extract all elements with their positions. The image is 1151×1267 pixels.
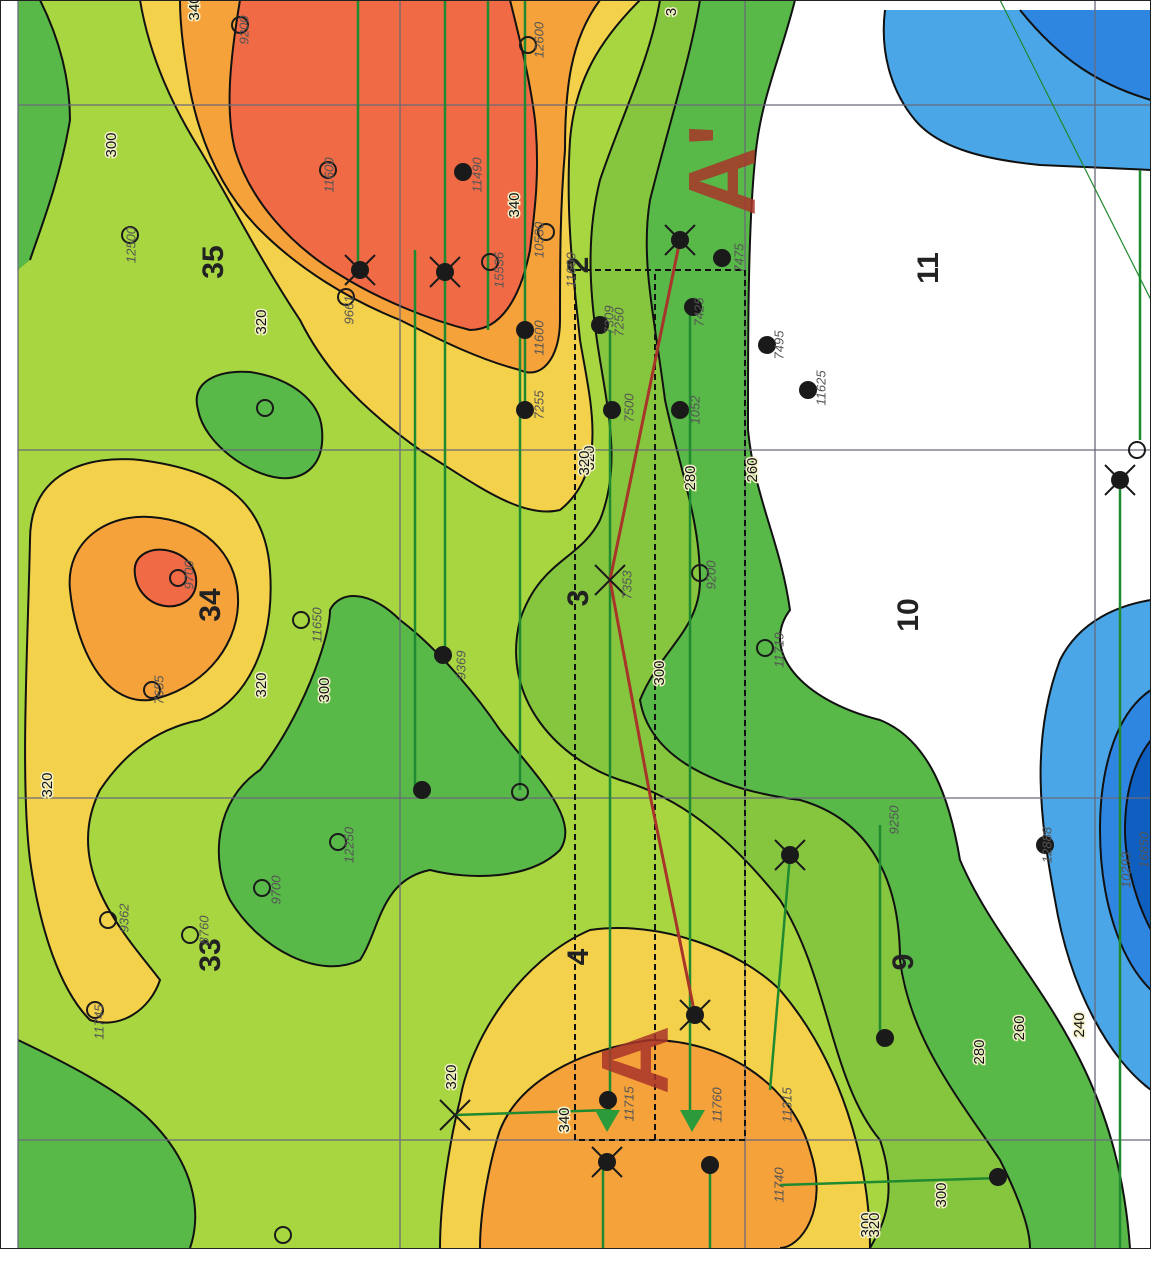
contour-value-label: 340 (556, 1107, 573, 1132)
contour-value-label: 320 (39, 772, 56, 797)
well-depth-label: 10293 (1118, 851, 1133, 888)
band-300-island-1 (218, 596, 566, 967)
section-number-label: 3 (562, 590, 595, 607)
band-300-island-2 (196, 371, 323, 479)
well-depth-label: 9362 (116, 903, 131, 933)
well-depth-label: 7475 (731, 243, 746, 273)
section-number-label: 2 (562, 257, 595, 274)
contour-value-label: 280 (682, 465, 699, 490)
section-number-label: 9 (887, 954, 920, 971)
contour-value-label: 260 (1011, 1015, 1028, 1040)
contour-value-label: 300 (651, 660, 668, 685)
contour-value-label: 300 (933, 1182, 950, 1207)
band-380-west (134, 549, 197, 607)
cross-section-line (608, 239, 697, 1016)
well-depth-label: 11625 (813, 370, 828, 406)
band-220-north (1020, 10, 1151, 100)
well-depth-label: 11600 (563, 252, 578, 288)
contour-value-label: 340 (506, 192, 523, 217)
well-depth-label: 8760 (196, 915, 211, 945)
contour-value-label: 320 (576, 450, 593, 475)
well-depth-label: 11490 (469, 157, 484, 193)
direction-arrows (595, 1110, 705, 1132)
well-depth-label: 9661 (341, 296, 356, 325)
contour-value-label: 300 (858, 1212, 875, 1237)
well-depth-label: 9200 (703, 560, 718, 590)
section-number-label: 33 (194, 938, 227, 971)
well-depth-label: 12888 (1039, 826, 1054, 863)
section-number-label: 4 (562, 948, 595, 965)
well-depth-label: 1052 (687, 395, 702, 425)
well-depth-label: 7425 (691, 297, 706, 327)
well-depth-label: 7495 (771, 330, 786, 360)
well-depth-label: 11715 (621, 1086, 636, 1122)
well-depth-label: 15536 (491, 251, 506, 288)
well-depth-label: 9700 (268, 875, 283, 905)
section-number-label: 10 (892, 598, 925, 631)
section-number-label: 11 (912, 252, 945, 284)
well-depth-label: 11745 (91, 1004, 106, 1040)
well-trajectories (356, 0, 1151, 1248)
well-depth-label: 11315 (779, 1087, 794, 1123)
section-labels: 34 35 11 3 2 10 4 9 33 (194, 245, 945, 971)
well-depth-label: 16850 (1136, 831, 1151, 868)
cross-section-label-start: A (582, 1025, 689, 1094)
contour-value-label: 320 (253, 672, 270, 697)
contour-value-label: 320 (866, 1212, 883, 1237)
band-380-north (229, 0, 538, 330)
contour-value-label: 3 (663, 8, 680, 16)
well-depth-label: 9250 (886, 805, 901, 835)
band-360-west (69, 516, 239, 701)
contour-value-label: 280 (971, 1039, 988, 1064)
contour-lines (17, 0, 1151, 1249)
well-depth-label: 10530 (531, 221, 546, 258)
area-of-interest (574, 269, 746, 1141)
well-depth-label: 9369 (453, 651, 468, 680)
well-depth-label: 7353 (619, 570, 634, 600)
contour-value-label: 300 (316, 677, 333, 702)
contour-value-label: 320 (253, 309, 270, 334)
well-depth-label: 11600 (321, 157, 336, 193)
contour-value-label: 340 (186, 0, 203, 21)
well-depth-label: 7309 (601, 306, 616, 335)
well-depth-label: 7500 (621, 393, 636, 423)
well-labels: 9200 12600 11600 11490 12500 10530 9661 15536 11… (91, 15, 1151, 1203)
section-number-label: 35 (197, 245, 230, 278)
section-number-label: 34 (194, 588, 227, 622)
well-depth-label: 12500 (123, 226, 138, 263)
well-depth-label: 9200 (236, 15, 251, 45)
contour-value-label: 240 (1071, 1012, 1088, 1037)
contour-value-label: 340 (556, 1107, 573, 1132)
well-depth-label: 11600 (531, 320, 546, 356)
contour-value-label: 300 (103, 132, 120, 157)
well-symbols (86, 16, 1146, 1244)
well-depth-label: 7250 (611, 307, 626, 337)
well-depth-label: 9700 (181, 560, 196, 590)
band-300-island-3 (18, 0, 70, 270)
band-360-south (480, 1040, 817, 1248)
well-depth-label: 11760 (709, 1087, 724, 1123)
band-300-island-4 (18, 1040, 196, 1248)
well-depth-label: 7255 (531, 390, 546, 420)
contour-value-label: 320 (581, 445, 598, 470)
well-depth-label: 7655 (151, 675, 166, 705)
well-depth-label: 12600 (531, 21, 546, 58)
contour-value-label: 320 (443, 1064, 460, 1089)
band-200-south (1125, 740, 1151, 930)
well-depth-label: 11740 (771, 1167, 786, 1203)
well-depth-label: 11650 (309, 607, 324, 643)
well-depth-label: 12250 (341, 826, 356, 863)
cross-section-label-end: A' (669, 124, 776, 216)
contour-value-label: 260 (744, 457, 761, 482)
well-depth-label: 11719 (771, 632, 786, 667)
